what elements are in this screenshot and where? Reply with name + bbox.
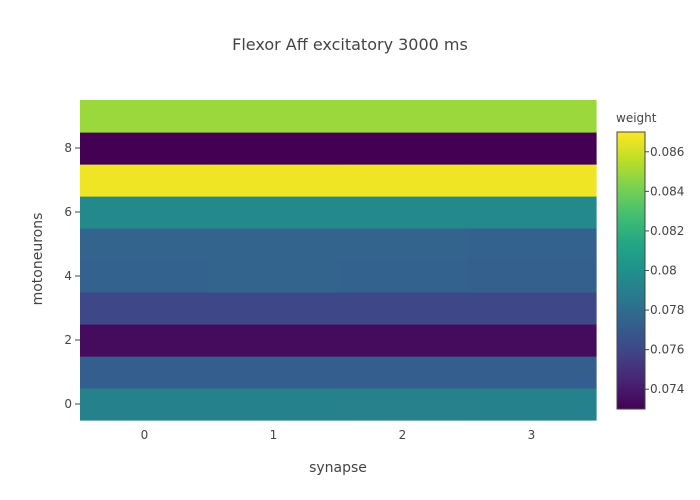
heatmap-cell (467, 196, 597, 229)
colorbar-tick-label: 0.084 (650, 184, 684, 198)
heatmap-cell (467, 260, 597, 293)
heatmap-cell (209, 260, 339, 293)
colorbar-tick-label: 0.08 (650, 264, 677, 278)
colorbar-tick-label: 0.074 (650, 382, 684, 396)
y-axis-ticks: 0 2 4 6 8 (64, 141, 80, 411)
heatmap-cell (80, 164, 210, 197)
colorbar-tick-label: 0.082 (650, 224, 684, 238)
colorbar-tick-label: 0.078 (650, 303, 684, 317)
heatmap-cell (80, 132, 210, 165)
x-tick-label: 0 (141, 428, 149, 442)
x-tick-label: 3 (528, 428, 536, 442)
heatmap-cell (80, 292, 210, 325)
heatmap-cell (338, 292, 468, 325)
heatmap-cell (338, 100, 468, 133)
x-tick-label: 1 (270, 428, 278, 442)
y-tick-label: 8 (64, 141, 72, 155)
heatmap-cell (467, 292, 597, 325)
heatmap-cell (338, 324, 468, 357)
heatmap-cell (209, 292, 339, 325)
heatmap-cell (80, 324, 210, 357)
heatmap-cell (80, 356, 210, 389)
heatmap-cell (80, 388, 210, 421)
y-axis-title: motoneurons (30, 213, 46, 306)
x-axis-ticks: 0 1 2 3 (141, 428, 536, 442)
heatmap-cell (80, 260, 210, 293)
colorbar-ticks: 0.074 0.076 0.078 0.08 0.082 0.084 0.086 (645, 145, 684, 396)
heatmap-cell (209, 388, 339, 421)
heatmap-cell (209, 100, 339, 133)
x-axis-title: synapse (309, 460, 367, 476)
heatmap-cell (338, 196, 468, 229)
heatmap-cell (338, 260, 468, 293)
heatmap-cell (467, 356, 597, 389)
heatmap-cell (467, 228, 597, 261)
heatmap-cell (209, 132, 339, 165)
heatmap-cell (80, 100, 210, 133)
heatmap-cell (338, 132, 468, 165)
heatmap-cell (209, 324, 339, 357)
y-tick-label: 6 (64, 205, 72, 219)
colorbar-gradient (616, 131, 646, 410)
heatmap-cell (209, 196, 339, 229)
heatmap-cell (209, 356, 339, 389)
x-tick-label: 2 (399, 428, 407, 442)
heatmap-cell (80, 228, 210, 261)
chart-title: Flexor Aff excitatory 3000 ms (232, 35, 468, 54)
colorbar-tick-label: 0.076 (650, 343, 684, 357)
heatmap-cell (209, 164, 339, 197)
colorbar-tick-label: 0.086 (650, 145, 684, 159)
heatmap-cell (467, 132, 597, 165)
y-tick-label: 2 (64, 333, 72, 347)
colorbar: weight 0.074 0.076 0.078 0.08 0.082 0.084 0.08… (616, 111, 684, 410)
heatmap-cell (467, 100, 597, 133)
heatmap-cell (80, 196, 210, 229)
heatmap-cells (80, 100, 597, 421)
heatmap-cell (338, 164, 468, 197)
y-tick-label: 0 (64, 397, 72, 411)
y-tick-label: 4 (64, 269, 72, 283)
heatmap-cell (338, 356, 468, 389)
heatmap-cell (338, 388, 468, 421)
heatmap-cell (338, 228, 468, 261)
heatmap-cell (209, 228, 339, 261)
heatmap-cell (467, 164, 597, 197)
heatmap-cell (467, 388, 597, 421)
heatmap-cell (467, 324, 597, 357)
colorbar-title: weight (616, 111, 657, 125)
